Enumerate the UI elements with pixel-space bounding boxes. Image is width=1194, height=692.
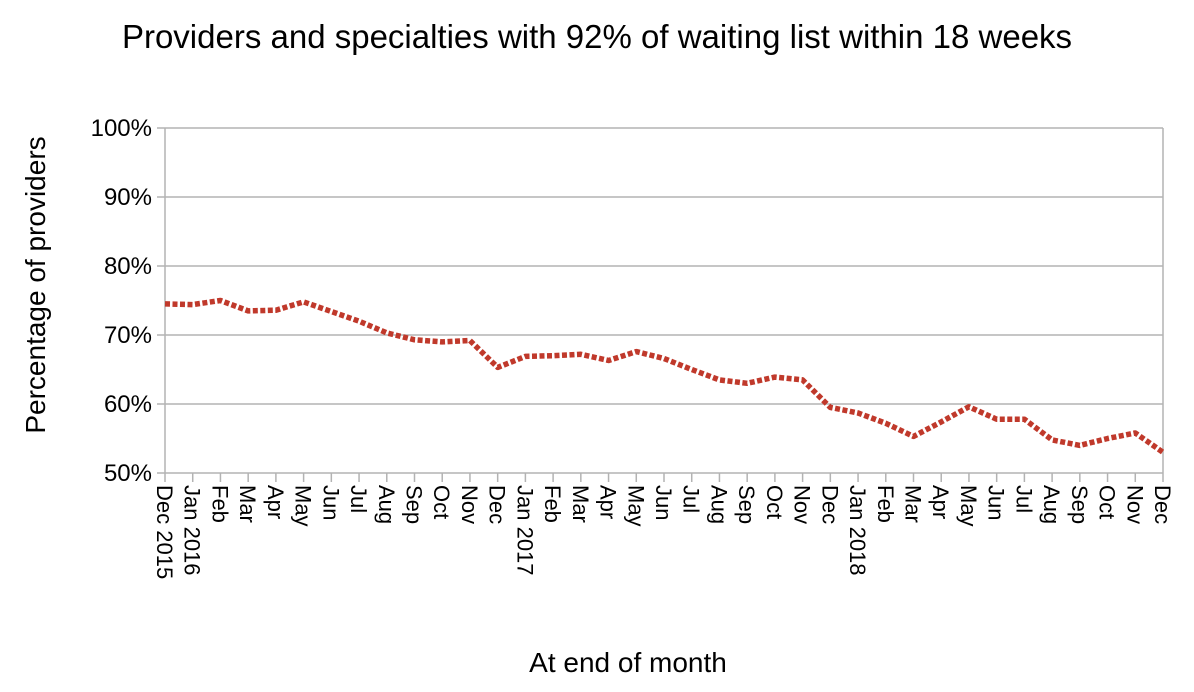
x-tick-label: Aug [706,485,731,524]
x-tick-label: Dec [485,485,510,524]
x-tick-label: Dec 2015 [152,485,177,579]
x-tick-label: Feb [873,485,898,523]
x-tick-label: Jun [984,485,1009,520]
data-point [966,404,972,410]
x-tick-label: Apr [596,485,621,519]
x-tick-label: Apr [263,485,288,519]
data-point [744,380,750,386]
data-point [938,419,944,425]
x-tick-label: Oct [1095,485,1120,519]
x-tick-label: Feb [540,485,565,523]
x-tick-label: Sep [734,485,759,524]
series-line [164,297,1165,455]
x-tick-label: May [291,485,316,527]
data-point [661,355,667,361]
data-point [827,404,833,410]
data-point [467,338,473,344]
data-point [633,349,639,355]
x-axis-label: At end of month [529,647,727,678]
data-point [412,337,418,343]
x-tick-label: Nov [1122,485,1147,524]
data-point [1077,442,1083,448]
x-tick-label: Aug [1039,485,1064,524]
x-tick-label: Sep [402,485,427,524]
x-axis-ticks: Dec 2015 Jan 2016 Feb Mar Apr May Jun Jul Aug Sep… [152,473,1175,579]
x-tick-label: Oct [429,485,454,519]
x-tick-label: Nov [790,485,815,524]
x-tick-label: Jan 2018 [845,485,870,576]
chart-title: Providers and specialties with 92% of wa… [122,18,1072,55]
x-tick-label: May [623,485,648,527]
x-tick-label: Aug [374,485,399,524]
data-point [994,416,1000,422]
x-tick-label: Nov [457,485,482,524]
data-point [273,307,279,313]
data-point [162,301,168,307]
data-point [855,410,861,416]
y-tick-label: 60% [104,391,152,418]
data-point [328,309,334,315]
data-point [1132,430,1138,436]
y-axis-ticks: 50% 60% 70% 80% 90% 100% [91,115,152,487]
x-tick-label: Jan 2016 [180,485,205,576]
x-tick-label: May [956,485,981,527]
x-tick-label: Mar [901,485,926,523]
x-tick-label: Mar [235,485,260,523]
x-tick-label: Mar [568,485,593,523]
x-tick-label: Jun [318,485,343,520]
data-point [883,420,889,426]
x-tick-label: Apr [928,485,953,519]
y-tick-label: 80% [104,253,152,280]
data-point [800,377,806,383]
data-point [495,364,501,370]
data-point [1160,449,1166,455]
data-point [911,433,917,439]
y-tick-label: 90% [104,184,152,211]
x-tick-label: Jul [346,485,371,513]
x-tick-label: Jan 2017 [512,485,537,576]
x-tick-label: Sep [1067,485,1092,524]
data-point [217,298,223,304]
data-point [1021,416,1027,422]
data-point [1105,436,1111,442]
y-tick-label: 100% [91,115,152,142]
data-point [384,330,390,336]
data-point [356,318,362,324]
data-point [772,374,778,380]
x-tick-label: Dec [1150,485,1175,524]
data-point [689,367,695,373]
data-point [716,377,722,383]
y-tick-label: 70% [104,322,152,349]
data-point [245,308,251,314]
data-point [606,358,612,364]
data-point [301,299,307,305]
data-point [1049,437,1055,443]
grid-lines [157,127,1164,474]
y-tick-label: 50% [104,460,152,487]
series-group [162,297,1166,455]
x-tick-label: Dec [817,485,842,524]
x-tick-label: Feb [207,485,232,523]
x-tick-label: Oct [762,485,787,519]
x-tick-label: Jul [679,485,704,513]
x-tick-label: Jun [651,485,676,520]
y-axis-label: Percentage of providers [20,136,51,433]
data-point [190,302,196,308]
data-point [522,353,528,359]
data-point [550,353,556,359]
x-tick-label: Jul [1011,485,1036,513]
data-point [578,351,584,357]
data-point [439,339,445,345]
